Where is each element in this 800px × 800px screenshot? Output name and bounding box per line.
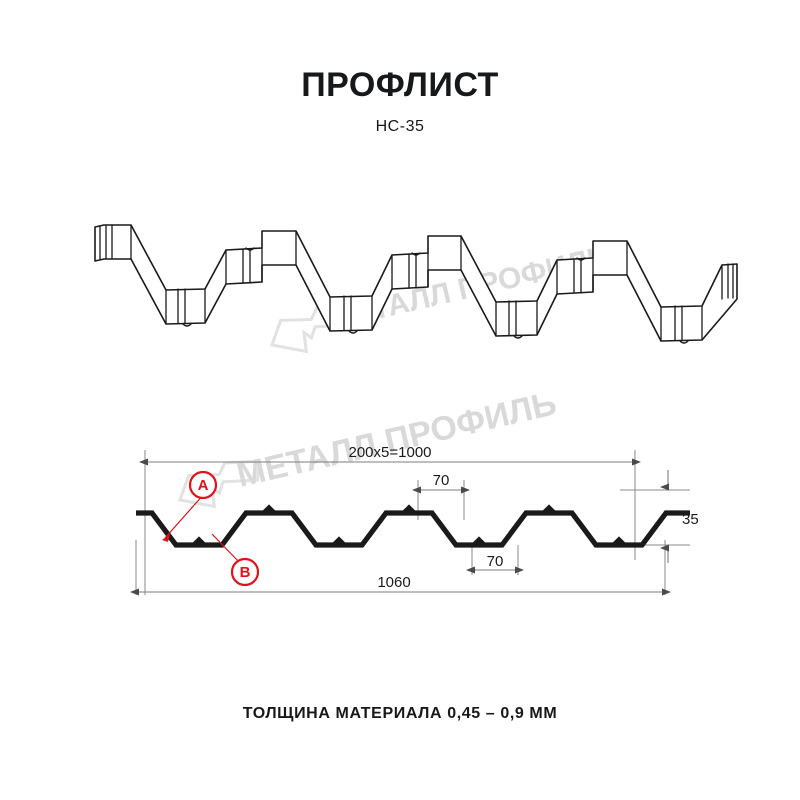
callout-a-label: A <box>198 477 209 494</box>
profile-outline <box>136 510 690 548</box>
dim-text-overall-width: 1060 <box>377 574 410 591</box>
profile-polyline <box>136 510 690 548</box>
callout-group: A B <box>162 470 260 587</box>
callout-b-circle[interactable] <box>230 557 260 587</box>
dim-text-pitch: 200x5=1000 <box>349 444 432 461</box>
iso-seam-notches <box>182 247 689 344</box>
profile-stiffener-notches <box>192 504 626 547</box>
dim-text-valley-width: 70 <box>487 553 504 570</box>
iso-fold-lines <box>99 224 734 342</box>
isometric-corrugated-sheet <box>94 224 738 344</box>
callout-b-leader <box>211 533 241 564</box>
callout-a-circle[interactable] <box>188 470 218 500</box>
dim-text-crest-width: 70 <box>433 472 450 489</box>
dimension-lines <box>130 458 671 596</box>
callout-a-leader <box>164 493 205 539</box>
page-title: ПРОФЛИСТ <box>301 66 499 104</box>
product-model-label: НС-35 <box>375 118 425 135</box>
callout-a-arrow <box>162 534 170 542</box>
material-thickness-note: ТОЛЩИНА МАТЕРИАЛА 0,45 – 0,9 ММ <box>242 705 558 722</box>
callout-b-label: B <box>240 564 251 581</box>
watermark-text-2: МЕТАЛЛ ПРОФИЛЬ <box>233 384 560 495</box>
